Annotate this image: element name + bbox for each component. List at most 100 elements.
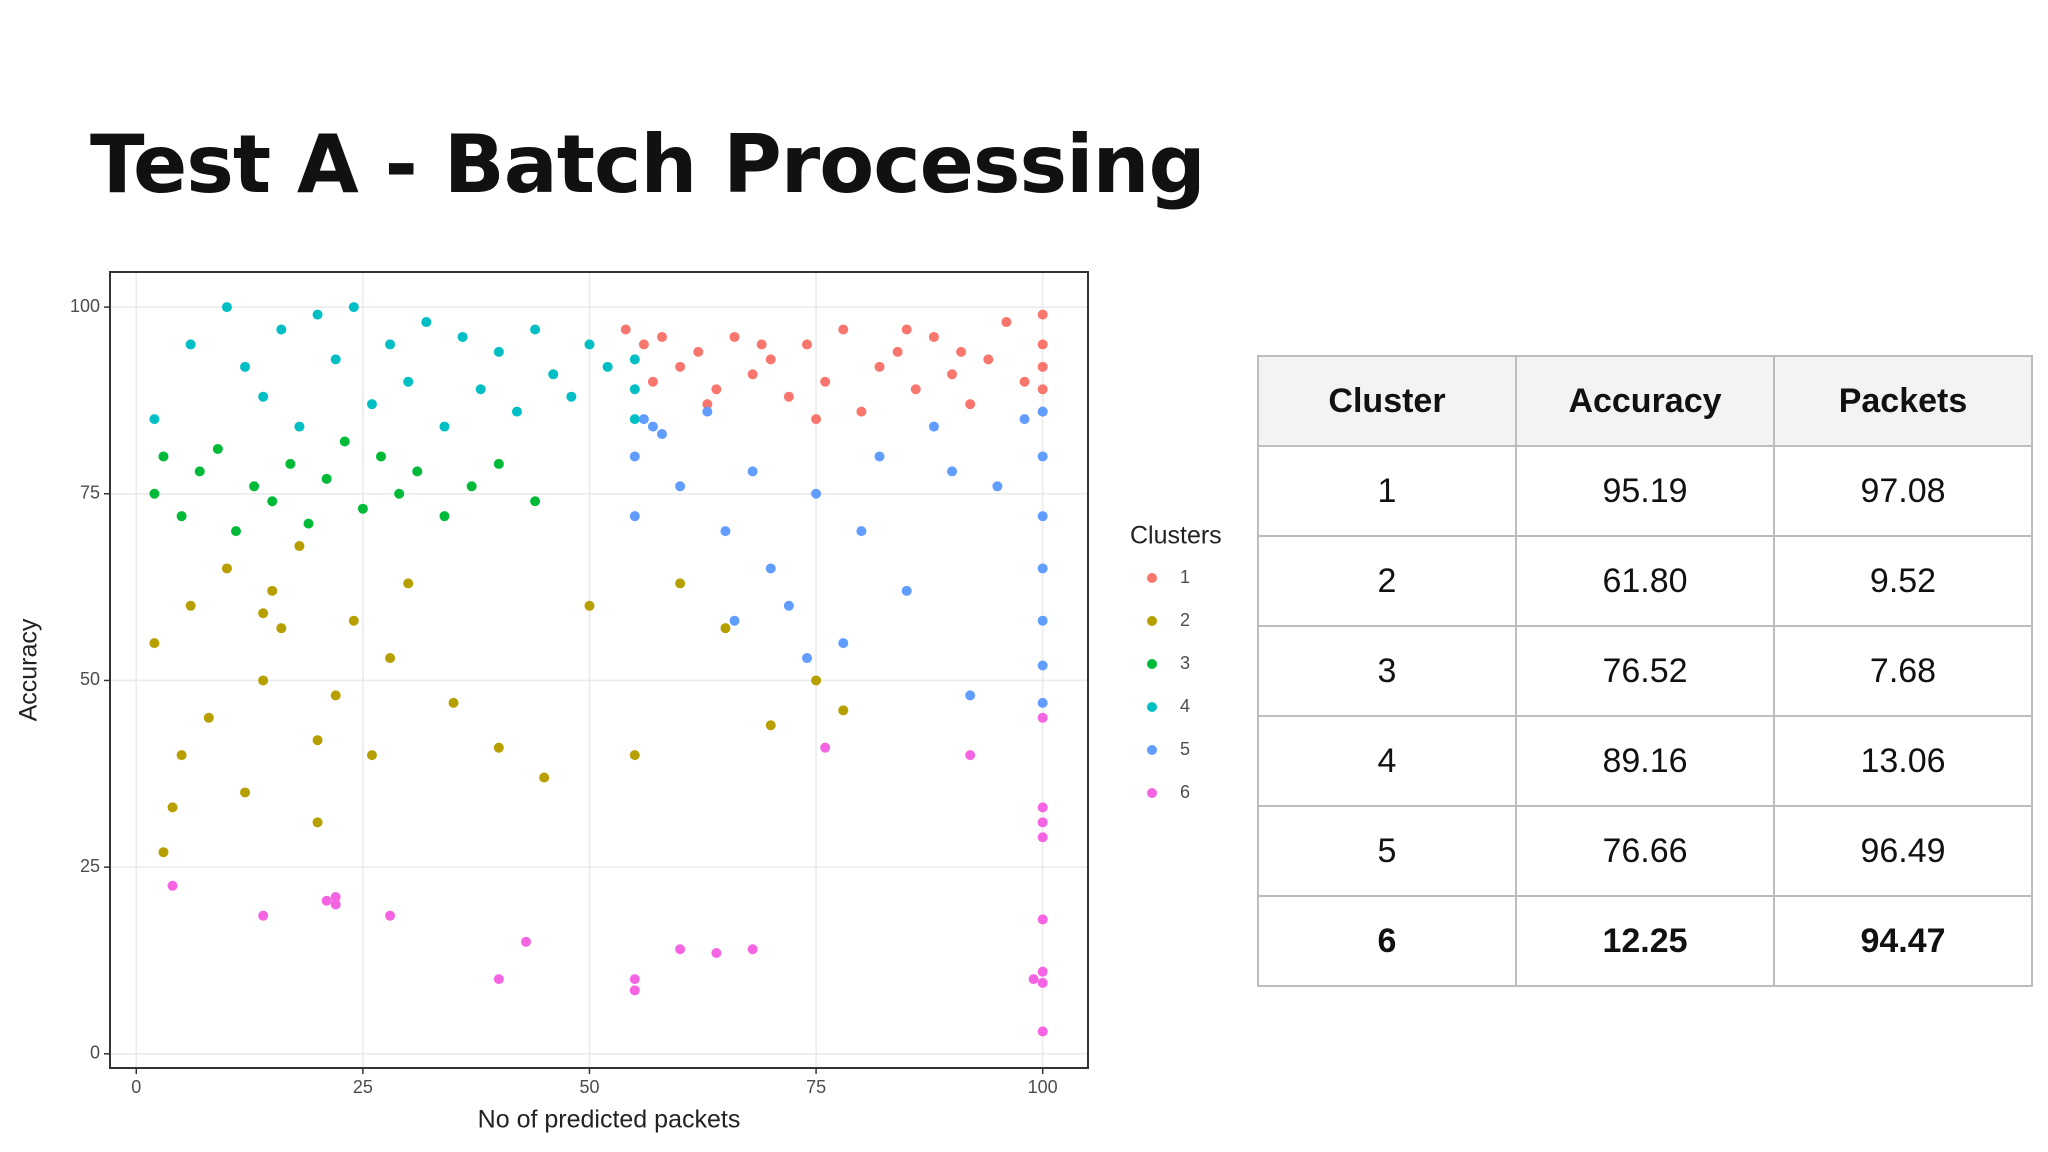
point	[702, 399, 713, 410]
point	[874, 361, 885, 372]
point	[756, 339, 767, 350]
table-cell: 9.52	[1773, 535, 2033, 627]
point	[838, 638, 849, 649]
table-row: 1 95.19 97.08	[1257, 445, 2033, 537]
y-tick-label: 75	[80, 483, 100, 503]
legend-label: 6	[1180, 782, 1190, 802]
point	[303, 518, 314, 529]
table-row: 6 12.25 94.47	[1257, 895, 2033, 987]
point	[294, 421, 305, 432]
legend-label: 5	[1180, 739, 1190, 759]
y-tick-label: 0	[90, 1043, 100, 1063]
point	[267, 496, 278, 507]
point	[276, 623, 287, 634]
point	[947, 369, 958, 380]
x-tick-label: 25	[353, 1077, 373, 1097]
point	[1037, 977, 1048, 988]
point	[892, 346, 903, 357]
point	[629, 451, 640, 462]
point	[439, 421, 450, 432]
point	[394, 488, 405, 499]
point	[1037, 712, 1048, 723]
y-axis-title: Accuracy	[15, 618, 43, 721]
point	[1037, 697, 1048, 708]
point	[965, 750, 976, 761]
table-cell: 76.66	[1515, 805, 1775, 897]
table-row: 5 76.66 96.49	[1257, 805, 2033, 897]
point	[856, 406, 867, 417]
point	[530, 324, 541, 335]
header-row: Cluster Accuracy Packets	[1257, 355, 2033, 447]
point	[276, 324, 287, 335]
point	[493, 974, 504, 985]
point	[321, 473, 332, 484]
point	[330, 354, 341, 365]
point	[765, 720, 776, 731]
legend-swatch	[1147, 745, 1157, 755]
point	[1037, 451, 1048, 462]
point	[856, 526, 867, 537]
point	[747, 466, 758, 477]
point	[366, 399, 377, 410]
point	[584, 600, 595, 611]
table-row: 3 76.52 7.68	[1257, 625, 2033, 717]
point	[258, 675, 269, 686]
point	[493, 346, 504, 357]
point	[1037, 1026, 1048, 1037]
x-tick-label: 100	[1028, 1077, 1058, 1097]
y-tick-label: 100	[70, 296, 100, 316]
point	[901, 324, 912, 335]
point	[176, 511, 187, 522]
point	[802, 339, 813, 350]
y-tick-label: 50	[80, 669, 100, 689]
point	[992, 481, 1003, 492]
table-cell: 61.80	[1515, 535, 1775, 627]
point	[203, 712, 214, 723]
point	[221, 302, 232, 313]
point	[693, 346, 704, 357]
point	[656, 331, 667, 342]
point	[811, 488, 822, 499]
point	[629, 354, 640, 365]
point	[385, 339, 396, 350]
point	[185, 339, 196, 350]
point	[294, 541, 305, 552]
point	[983, 354, 994, 365]
plot-border	[109, 271, 1089, 1069]
point	[285, 458, 296, 469]
point	[1037, 361, 1048, 372]
point	[167, 802, 178, 813]
point	[1037, 615, 1048, 626]
point	[566, 391, 577, 402]
slide-title: Test A - Batch Processing	[90, 118, 1206, 211]
point	[711, 384, 722, 395]
point	[312, 309, 323, 320]
point	[1037, 339, 1048, 350]
point	[249, 481, 260, 492]
point	[1019, 376, 1030, 387]
point	[158, 847, 169, 858]
point	[149, 414, 160, 425]
legend-swatch	[1147, 702, 1157, 712]
point	[956, 346, 967, 357]
point	[412, 466, 423, 477]
point	[176, 750, 187, 761]
point	[385, 910, 396, 921]
point	[629, 750, 640, 761]
point	[339, 436, 350, 447]
point	[357, 503, 368, 514]
point	[511, 406, 522, 417]
point	[1037, 384, 1048, 395]
table-cell: 3	[1257, 625, 1517, 717]
point	[1019, 414, 1030, 425]
point	[729, 331, 740, 342]
point	[457, 331, 468, 342]
y-tick-label: 25	[80, 856, 100, 876]
x-axis-title: No of predicted packets	[478, 1106, 741, 1134]
point	[629, 511, 640, 522]
point	[240, 361, 251, 372]
point	[448, 697, 459, 708]
point	[475, 384, 486, 395]
legend-label: 1	[1180, 567, 1190, 587]
point	[258, 910, 269, 921]
